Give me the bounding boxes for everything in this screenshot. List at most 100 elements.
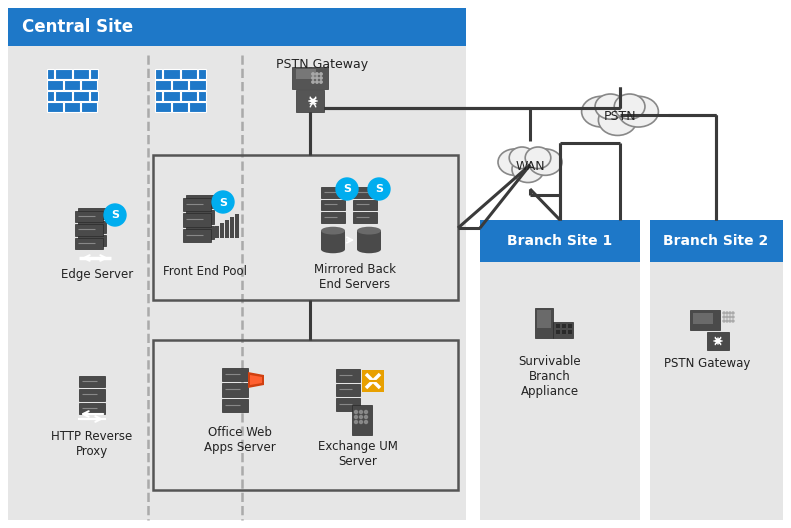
Circle shape — [336, 178, 358, 200]
Bar — [222, 368, 248, 381]
Bar — [225, 220, 229, 238]
Text: Survivable
Branch
Appliance: Survivable Branch Appliance — [519, 355, 581, 398]
Bar — [183, 198, 211, 211]
Bar — [78, 235, 106, 247]
Circle shape — [729, 316, 731, 318]
Circle shape — [312, 77, 314, 79]
Bar — [64, 80, 80, 90]
Bar — [568, 324, 572, 328]
Bar — [163, 69, 180, 79]
Bar — [55, 90, 71, 100]
Circle shape — [368, 178, 390, 200]
Bar — [556, 330, 560, 334]
Circle shape — [104, 204, 126, 226]
Circle shape — [723, 316, 725, 318]
Bar — [183, 229, 211, 242]
Bar — [153, 340, 458, 490]
Bar — [154, 80, 171, 90]
Text: Office Web
Apps Server: Office Web Apps Server — [204, 426, 276, 454]
Bar — [362, 370, 384, 392]
Text: S: S — [375, 184, 383, 194]
Bar — [154, 101, 171, 111]
Circle shape — [732, 312, 734, 314]
Bar — [235, 214, 239, 238]
Bar — [568, 330, 572, 334]
Circle shape — [723, 312, 725, 314]
Bar — [79, 389, 105, 401]
Circle shape — [359, 420, 362, 423]
Bar — [189, 80, 206, 90]
Circle shape — [726, 316, 728, 318]
Bar — [336, 384, 360, 397]
Circle shape — [729, 320, 731, 322]
Bar — [535, 308, 553, 338]
Circle shape — [320, 81, 322, 83]
Bar — [172, 80, 188, 90]
Bar — [321, 187, 345, 198]
Bar — [47, 101, 62, 111]
Text: Edge Server: Edge Server — [61, 268, 133, 281]
Circle shape — [365, 416, 368, 419]
Bar — [90, 69, 97, 79]
Bar — [73, 69, 89, 79]
Bar — [296, 69, 316, 79]
Bar — [90, 90, 97, 100]
Circle shape — [359, 410, 362, 413]
Bar — [537, 310, 551, 328]
Bar — [198, 90, 206, 100]
Circle shape — [723, 320, 725, 322]
Circle shape — [732, 320, 734, 322]
Bar — [154, 90, 162, 100]
Bar — [336, 369, 360, 382]
Bar — [650, 220, 783, 262]
Bar — [353, 200, 377, 210]
Circle shape — [320, 77, 322, 79]
Bar — [562, 330, 566, 334]
Ellipse shape — [357, 246, 381, 253]
Bar — [64, 101, 80, 111]
Bar — [186, 225, 214, 239]
Bar — [198, 69, 206, 79]
Circle shape — [316, 73, 318, 75]
Bar — [47, 69, 54, 79]
Text: Exchange UM
Server: Exchange UM Server — [318, 440, 398, 468]
Bar — [183, 213, 211, 227]
Bar — [180, 90, 197, 100]
Text: Mirrored Back
End Servers: Mirrored Back End Servers — [314, 263, 396, 291]
Circle shape — [212, 191, 234, 213]
Circle shape — [726, 320, 728, 322]
Circle shape — [359, 416, 362, 419]
Polygon shape — [248, 372, 264, 388]
Bar — [357, 231, 381, 249]
Bar — [55, 69, 71, 79]
Circle shape — [365, 410, 368, 413]
Text: Front End Pool: Front End Pool — [163, 265, 247, 278]
Bar — [556, 324, 560, 328]
Bar — [480, 220, 640, 262]
Bar — [172, 101, 188, 111]
Bar — [215, 226, 219, 238]
Text: S: S — [111, 211, 119, 221]
Bar — [292, 67, 328, 89]
Bar — [75, 238, 103, 249]
Bar — [230, 217, 234, 238]
Bar — [480, 220, 640, 520]
Text: PSTN Gateway: PSTN Gateway — [276, 58, 368, 71]
Circle shape — [354, 410, 358, 413]
Bar — [180, 69, 197, 79]
Polygon shape — [250, 375, 262, 385]
Bar — [79, 375, 105, 387]
Circle shape — [354, 420, 358, 423]
Bar — [562, 324, 566, 328]
Circle shape — [316, 77, 318, 79]
Ellipse shape — [321, 246, 345, 253]
Circle shape — [729, 312, 731, 314]
Bar — [222, 383, 248, 397]
Bar — [321, 212, 345, 223]
Bar — [321, 231, 345, 249]
Bar — [321, 200, 345, 210]
Bar — [296, 90, 324, 112]
Bar — [81, 101, 97, 111]
Bar — [75, 224, 103, 236]
Bar — [189, 101, 206, 111]
